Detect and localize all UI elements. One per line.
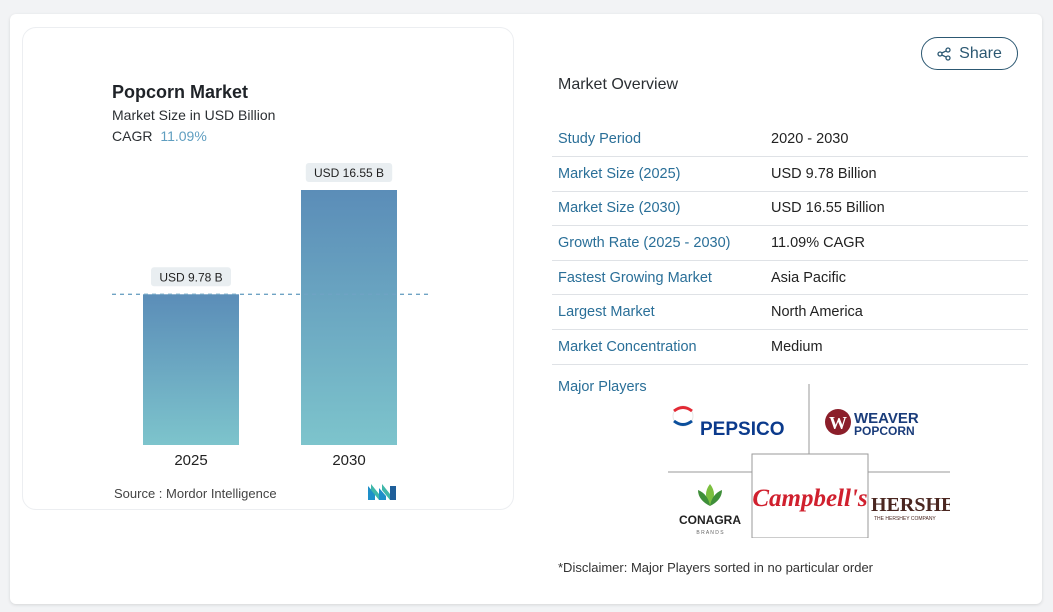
- major-players-label: Major Players: [558, 379, 647, 395]
- bar-chart: USD 9.78 B 2025 USD 16.55 B 2030: [112, 163, 432, 469]
- popcorn-text: POPCORN: [854, 424, 915, 438]
- row-key: Study Period: [552, 122, 771, 158]
- table-row: Market Size (2025) USD 9.78 Billion: [552, 156, 1028, 192]
- chart-subtitle: Market Size in USD Billion: [112, 107, 276, 123]
- row-value: 2020 - 2030: [771, 122, 1028, 158]
- pepsico-logo: PEPSICO: [672, 405, 784, 440]
- cagr-label: CAGR: [112, 128, 153, 144]
- row-key: Fastest Growing Market: [552, 260, 771, 296]
- hershey-logo: HERSHEY THE HERSHEY COMPANY: [871, 494, 950, 522]
- campbells-text: Campbell's: [752, 485, 867, 512]
- hershey-text: HERSHEY: [871, 494, 950, 516]
- data-label-bg: [151, 267, 231, 287]
- disclaimer: *Disclaimer: Major Players sorted in no …: [558, 560, 874, 575]
- data-label-bg: [305, 163, 393, 182]
- chart-cagr: CAGR 11.09%: [112, 128, 207, 144]
- hershey-company-text: THE HERSHEY COMPANY: [874, 516, 936, 522]
- overview-title: Market Overview: [558, 76, 679, 93]
- data-label: USD 9.78 B: [159, 270, 222, 284]
- row-key: Growth Rate (2025 - 2030): [552, 225, 771, 261]
- campbells-logo: Campbell's: [752, 485, 867, 512]
- table-row: Largest Market North America: [552, 294, 1028, 331]
- share-label: Share: [959, 44, 1002, 62]
- row-value: Asia Pacific: [771, 260, 1028, 296]
- row-value: North America: [771, 294, 1028, 331]
- row-key: Market Concentration: [552, 329, 771, 365]
- market-overview-table: Study Period 2020 - 2030 Market Size (202…: [552, 122, 1028, 365]
- chart-source: Source : Mordor Intelligence: [114, 486, 277, 501]
- table-row: Market Size (2030) USD 16.55 Billion: [552, 191, 1028, 227]
- row-value: 11.09% CAGR: [771, 225, 1028, 261]
- conagra-logo: CONAGRA B R A N D S: [679, 484, 741, 536]
- divider: [751, 453, 869, 538]
- bar: [301, 190, 397, 445]
- cagr-value: 11.09%: [160, 128, 207, 144]
- x-tick-label: 2025: [174, 452, 207, 469]
- table-row: Market Concentration Medium: [552, 329, 1028, 365]
- chart-title: Popcorn Market: [112, 82, 249, 102]
- chart-panel: [22, 27, 514, 510]
- svg-text:W: W: [829, 413, 847, 433]
- table-row: Fastest Growing Market Asia Pacific: [552, 260, 1028, 296]
- share-icon: [937, 46, 951, 61]
- row-key: Market Size (2025): [552, 156, 771, 192]
- row-key: Largest Market: [552, 294, 771, 331]
- row-value: USD 16.55 Billion: [771, 191, 1028, 227]
- row-value: Medium: [771, 329, 1028, 365]
- weaver-text: WEAVER: [854, 410, 919, 427]
- brands-text: B R A N D S: [696, 530, 724, 536]
- pepsico-text: PEPSICO: [700, 419, 784, 440]
- weaver-popcorn-logo: W WEAVER POPCORN: [825, 409, 919, 438]
- data-label: USD 16.55 B: [314, 166, 384, 180]
- table-row: Study Period 2020 - 2030: [552, 122, 1028, 158]
- share-button[interactable]: Share: [921, 37, 1018, 70]
- row-key: Market Size (2030): [552, 191, 771, 227]
- conagra-text: CONAGRA: [679, 513, 741, 527]
- bar: [143, 294, 239, 445]
- x-tick-label: 2030: [332, 452, 365, 469]
- table-row: Growth Rate (2025 - 2030) 11.09% CAGR: [552, 225, 1028, 261]
- major-players-logos: PEPSICO W WEAVER POPCORN CONAGRA B R A N…: [668, 384, 950, 538]
- row-value: USD 9.78 Billion: [771, 156, 1028, 192]
- mordor-intelligence-logo: [368, 484, 396, 500]
